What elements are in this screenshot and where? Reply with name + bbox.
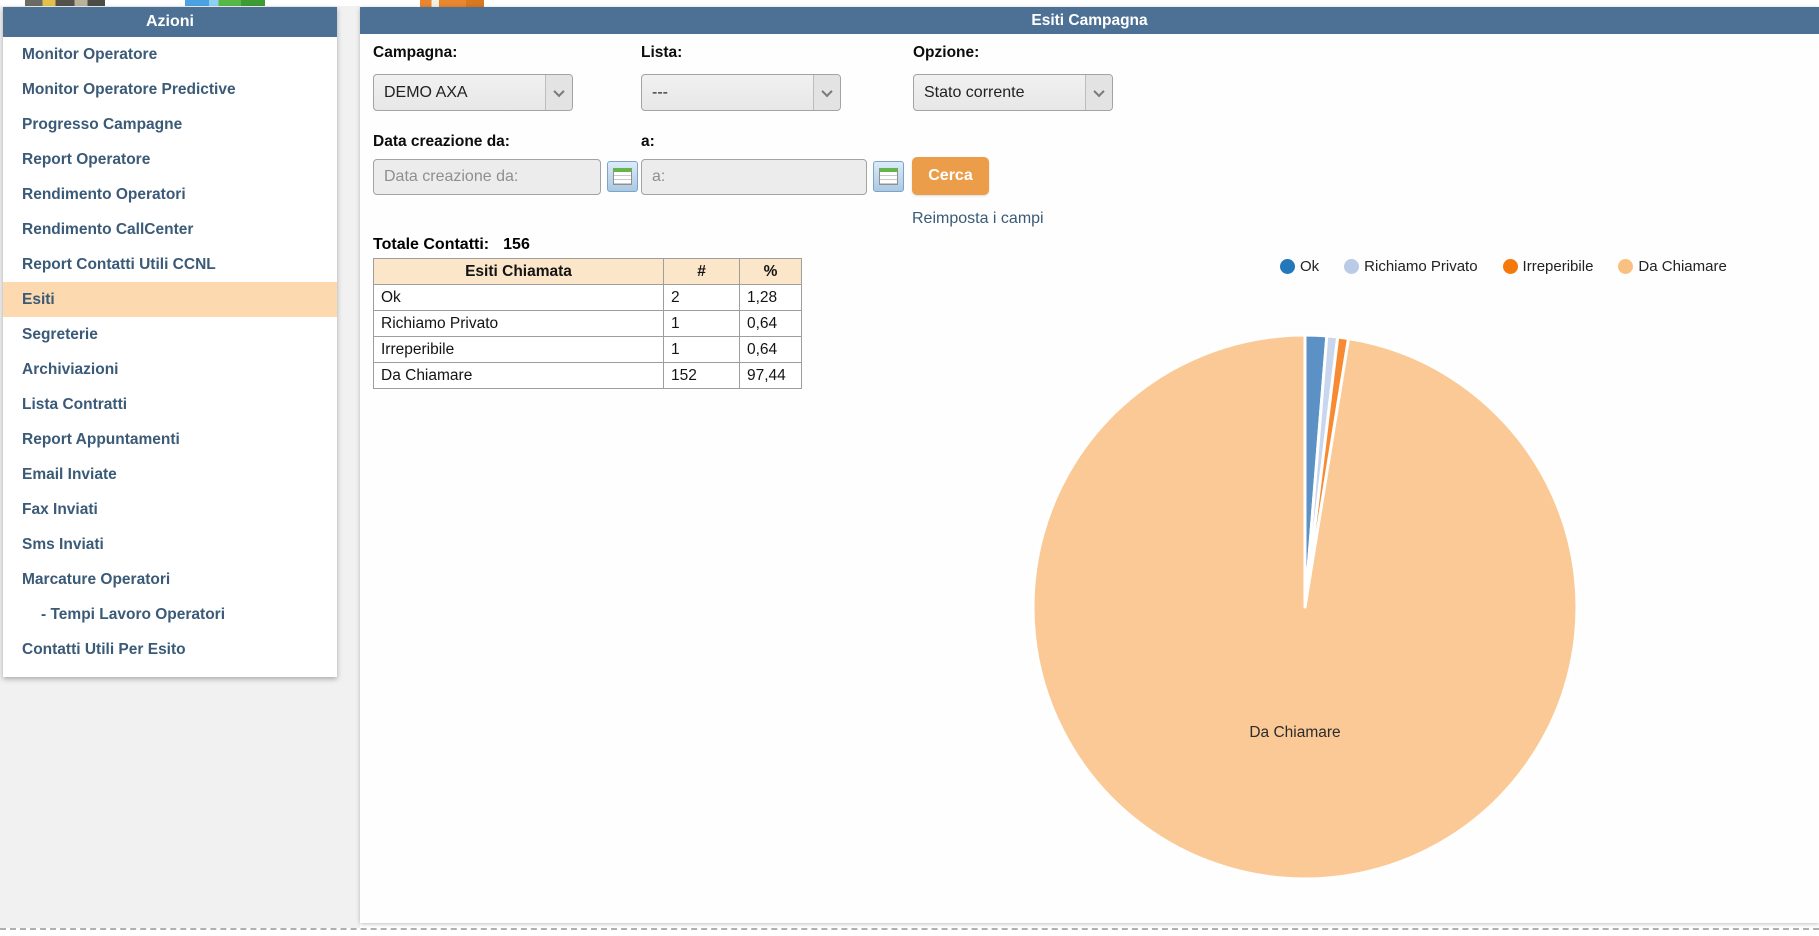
table-cell: 1,28 xyxy=(739,284,802,311)
data-da-label: Data creazione da: xyxy=(373,133,510,150)
panel-content: Campagna: Lista: Opzione: DEMO AXA --- S… xyxy=(360,34,1819,923)
campagna-select[interactable]: DEMO AXA xyxy=(373,74,573,111)
a-label: a: xyxy=(641,133,655,150)
sidebar-item-esiti[interactable]: Esiti xyxy=(3,282,337,317)
pie-slice-label: Da Chiamare xyxy=(1249,724,1341,741)
legend-item-ok[interactable]: Ok xyxy=(1280,258,1319,275)
sidebar-item-report-appuntamenti[interactable]: Report Appuntamenti xyxy=(22,430,180,448)
sidebar-item-sms-inviati[interactable]: Sms Inviati xyxy=(22,535,104,553)
table-cell: Richiamo Privato xyxy=(373,310,664,337)
pie-slice-da-chiamare[interactable] xyxy=(1031,333,1579,881)
campagna-select-value: DEMO AXA xyxy=(384,83,468,101)
sidebar-nav: Monitor Operatore Monitor Operatore Predi… xyxy=(3,37,337,667)
column-header: % xyxy=(739,258,802,285)
table-row: Irreperibile 1 0,64 xyxy=(373,336,802,363)
reset-fields-link[interactable]: Reimposta i campi xyxy=(912,210,1044,227)
lista-select-value: --- xyxy=(652,83,668,101)
sidebar-title: Azioni xyxy=(3,7,337,37)
clipped-icon xyxy=(185,0,265,7)
esiti-table: Esiti Chiamata #% Ok 2 1,28 Richiamo Privato… xyxy=(373,258,802,389)
cerca-button[interactable]: Cerca xyxy=(912,157,989,195)
sidebar-item-monitor-operatore[interactable]: Monitor Operatore xyxy=(22,45,158,63)
sidebar-item-report-contatti-utili-ccnl[interactable]: Report Contatti Utili CCNL xyxy=(22,255,216,273)
lista-select[interactable]: --- xyxy=(641,74,841,111)
opzione-label: Opzione: xyxy=(913,44,980,61)
table-cell: 97,44 xyxy=(739,362,802,389)
sidebar-item-tempi-lavoro-operatori[interactable]: - Tempi Lavoro Operatori xyxy=(41,605,226,623)
chevron-down-icon xyxy=(1085,75,1112,110)
legend-dot-icon xyxy=(1344,259,1360,274)
sidebar-item-contatti-utili-per-esito[interactable]: Contatti Utili Per Esito xyxy=(22,640,186,658)
legend-item-da-chiamare[interactable]: Da Chiamare xyxy=(1618,258,1727,275)
legend-item-richiamo-privato[interactable]: Richiamo Privato xyxy=(1344,258,1478,275)
sidebar-item-rendimento-operatori[interactable]: Rendimento Operatori xyxy=(22,185,186,203)
chevron-down-icon xyxy=(545,75,572,110)
table-cell: Da Chiamare xyxy=(373,362,664,389)
table-row: Richiamo Privato 1 0,64 xyxy=(373,310,802,337)
table-row: Ok 2 1,28 xyxy=(373,284,802,311)
table-cell: 2 xyxy=(663,284,740,311)
sidebar-item-email-inviate[interactable]: Email Inviate xyxy=(22,465,117,483)
data-da-input[interactable] xyxy=(373,159,601,195)
sidebar-item-marcature-operatori[interactable]: Marcature Operatori xyxy=(22,570,171,588)
sidebar-item-fax-inviati[interactable]: Fax Inviati xyxy=(22,500,98,518)
opzione-select[interactable]: Stato corrente xyxy=(913,74,1113,111)
clipped-icon xyxy=(25,0,105,7)
calendar-icon[interactable] xyxy=(873,161,904,192)
sidebar-item-archiviazioni[interactable]: Archiviazioni xyxy=(22,360,119,378)
chevron-down-icon xyxy=(813,75,840,110)
column-header: Esiti Chiamata xyxy=(373,258,664,285)
table-cell: Ok xyxy=(373,284,664,311)
total-contacts-label: Totale Contatti: xyxy=(373,236,490,253)
table-cell: 152 xyxy=(663,362,740,389)
column-header: # xyxy=(663,258,740,285)
legend-label: Irreperibile xyxy=(1522,258,1594,275)
calendar-icon[interactable] xyxy=(607,161,638,192)
opzione-select-value: Stato corrente xyxy=(924,83,1025,101)
sidebar: Azioni Monitor Operatore Monitor Operator… xyxy=(3,7,337,677)
main-panel: Esiti Campagna Campagna: Lista: Opzione:… xyxy=(360,7,1819,923)
legend-dot-icon xyxy=(1280,259,1295,274)
table-cell: 0,64 xyxy=(739,336,802,363)
table-row: Da Chiamare 152 97,44 xyxy=(373,362,802,389)
table-cell: 1 xyxy=(663,336,740,363)
total-contacts: Totale Contatti: 156 xyxy=(373,236,530,254)
legend-dot-icon xyxy=(1618,259,1634,274)
sidebar-item-monitor-operatore-predictive[interactable]: Monitor Operatore Predictive xyxy=(22,80,236,98)
pie-chart-area: Da Chiamare xyxy=(1028,330,1582,884)
table-cell: 1 xyxy=(663,310,740,337)
sidebar-item-lista-contratti[interactable]: Lista Contratti xyxy=(22,395,128,413)
total-contacts-value: 156 xyxy=(503,236,530,253)
legend-item-irreperibile[interactable]: Irreperibile xyxy=(1502,258,1594,275)
table-cell: Irreperibile xyxy=(373,336,664,363)
divider xyxy=(0,928,1819,930)
legend-label: Ok xyxy=(1300,258,1320,275)
clipped-icon xyxy=(420,0,484,7)
sidebar-item-report-operatore[interactable]: Report Operatore xyxy=(22,150,151,168)
sidebar-item-progresso-campagne[interactable]: Progresso Campagne xyxy=(22,115,183,133)
legend-dot-icon xyxy=(1502,259,1518,274)
chart-legend: Ok Richiamo Privato Irreperibile Da Chiamar… xyxy=(1280,258,1727,275)
panel-title: Esiti Campagna xyxy=(360,7,1819,34)
sidebar-item-rendimento-callcenter[interactable]: Rendimento CallCenter xyxy=(22,220,194,238)
table-header-row: Esiti Chiamata #% xyxy=(373,258,802,285)
legend-label: Richiamo Privato xyxy=(1364,258,1478,275)
pie-chart[interactable] xyxy=(1028,330,1582,884)
campagna-label: Campagna: xyxy=(373,44,458,61)
legend-label: Da Chiamare xyxy=(1638,258,1727,275)
table-cell: 0,64 xyxy=(739,310,802,337)
lista-label: Lista: xyxy=(641,44,683,61)
sidebar-item-segreterie[interactable]: Segreterie xyxy=(22,325,98,343)
a-input[interactable] xyxy=(641,159,867,195)
